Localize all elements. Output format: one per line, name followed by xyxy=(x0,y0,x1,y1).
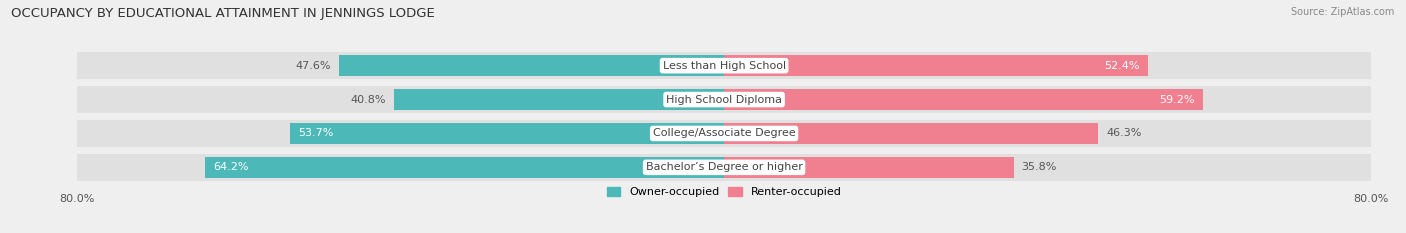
Text: Less than High School: Less than High School xyxy=(662,61,786,71)
Text: High School Diploma: High School Diploma xyxy=(666,95,782,105)
Text: OCCUPANCY BY EDUCATIONAL ATTAINMENT IN JENNINGS LODGE: OCCUPANCY BY EDUCATIONAL ATTAINMENT IN J… xyxy=(11,7,434,20)
Bar xyxy=(290,123,724,144)
Bar xyxy=(394,89,724,110)
Text: 46.3%: 46.3% xyxy=(1107,128,1142,138)
Bar xyxy=(77,120,1371,147)
Text: 35.8%: 35.8% xyxy=(1022,162,1057,172)
Bar xyxy=(724,123,1098,144)
Text: College/Associate Degree: College/Associate Degree xyxy=(652,128,796,138)
Text: 64.2%: 64.2% xyxy=(214,162,249,172)
Bar xyxy=(77,154,1371,181)
Bar xyxy=(724,89,1202,110)
Bar xyxy=(724,157,1014,178)
Text: 52.4%: 52.4% xyxy=(1104,61,1140,71)
Text: Bachelor’s Degree or higher: Bachelor’s Degree or higher xyxy=(645,162,803,172)
Bar xyxy=(205,157,724,178)
Text: 40.8%: 40.8% xyxy=(350,95,387,105)
Bar xyxy=(724,55,1147,76)
Text: 53.7%: 53.7% xyxy=(298,128,333,138)
Legend: Owner-occupied, Renter-occupied: Owner-occupied, Renter-occupied xyxy=(607,187,841,197)
Bar xyxy=(77,86,1371,113)
Bar xyxy=(339,55,724,76)
Bar xyxy=(77,52,1371,79)
Text: Source: ZipAtlas.com: Source: ZipAtlas.com xyxy=(1291,7,1395,17)
Text: 47.6%: 47.6% xyxy=(295,61,332,71)
Text: 59.2%: 59.2% xyxy=(1159,95,1195,105)
